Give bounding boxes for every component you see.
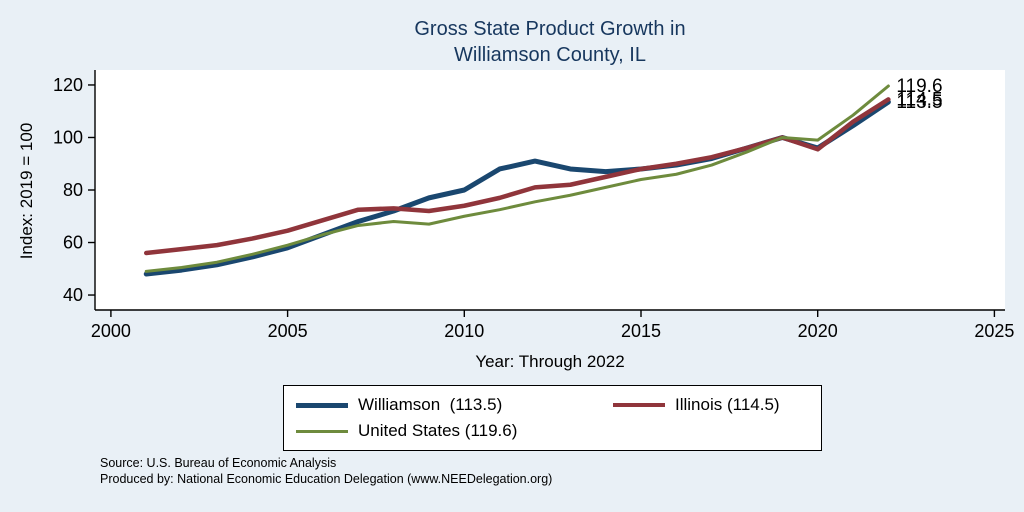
chart-title-line1: Gross State Product Growth in xyxy=(414,18,686,40)
series-line-united-states xyxy=(144,84,890,273)
legend-swatch-williamson xyxy=(296,402,348,408)
legend-label-united-states: United States (119.6) xyxy=(358,421,518,440)
legend-item-illinois: Illinois (114.5) xyxy=(613,395,821,415)
end-label-united-states: 119.6 xyxy=(896,76,942,97)
y-tick-label: 40 xyxy=(63,285,83,305)
legend-box: Williamson (113.5) Illinois (114.5) Unit… xyxy=(283,385,822,451)
y-tick-label: 100 xyxy=(53,127,83,147)
x-axis-title: Year: Through 2022 xyxy=(475,352,625,371)
x-tick-label: 2015 xyxy=(621,321,661,341)
x-tick-label: 2010 xyxy=(444,321,484,341)
legend-item-united-states: United States (119.6) xyxy=(296,421,613,441)
legend-label-williamson: Williamson (113.5) xyxy=(358,395,503,414)
x-tick-label: 2000 xyxy=(91,321,131,341)
chart-title-line2: Williamson County, IL xyxy=(454,44,646,66)
y-tick-label: 120 xyxy=(53,75,83,95)
y-tick-label: 80 xyxy=(63,180,83,200)
chart-title: Gross State Product Growth in Williamson… xyxy=(95,16,1005,68)
x-tick-label: 2025 xyxy=(974,321,1014,341)
source-note: Source: U.S. Bureau of Economic Analysis… xyxy=(100,455,552,488)
legend-swatch-united-states xyxy=(296,429,348,433)
series-line-illinois xyxy=(143,97,891,256)
end-label-williamson: 113.5 xyxy=(896,92,942,113)
legend-item-williamson: Williamson (113.5) xyxy=(296,395,613,415)
x-tick-label: 2020 xyxy=(798,321,838,341)
y-tick-label: 60 xyxy=(63,233,83,253)
legend-swatch-illinois xyxy=(613,402,665,408)
source-line: Source: U.S. Bureau of Economic Analysis xyxy=(100,456,337,470)
end-label-illinois: 114.5 xyxy=(896,89,942,110)
plot-background xyxy=(95,70,1005,310)
x-tick-label: 2005 xyxy=(268,321,308,341)
legend-label-illinois: Illinois (114.5) xyxy=(675,395,780,414)
produced-by-line: Produced by: National Economic Education… xyxy=(100,472,553,487)
